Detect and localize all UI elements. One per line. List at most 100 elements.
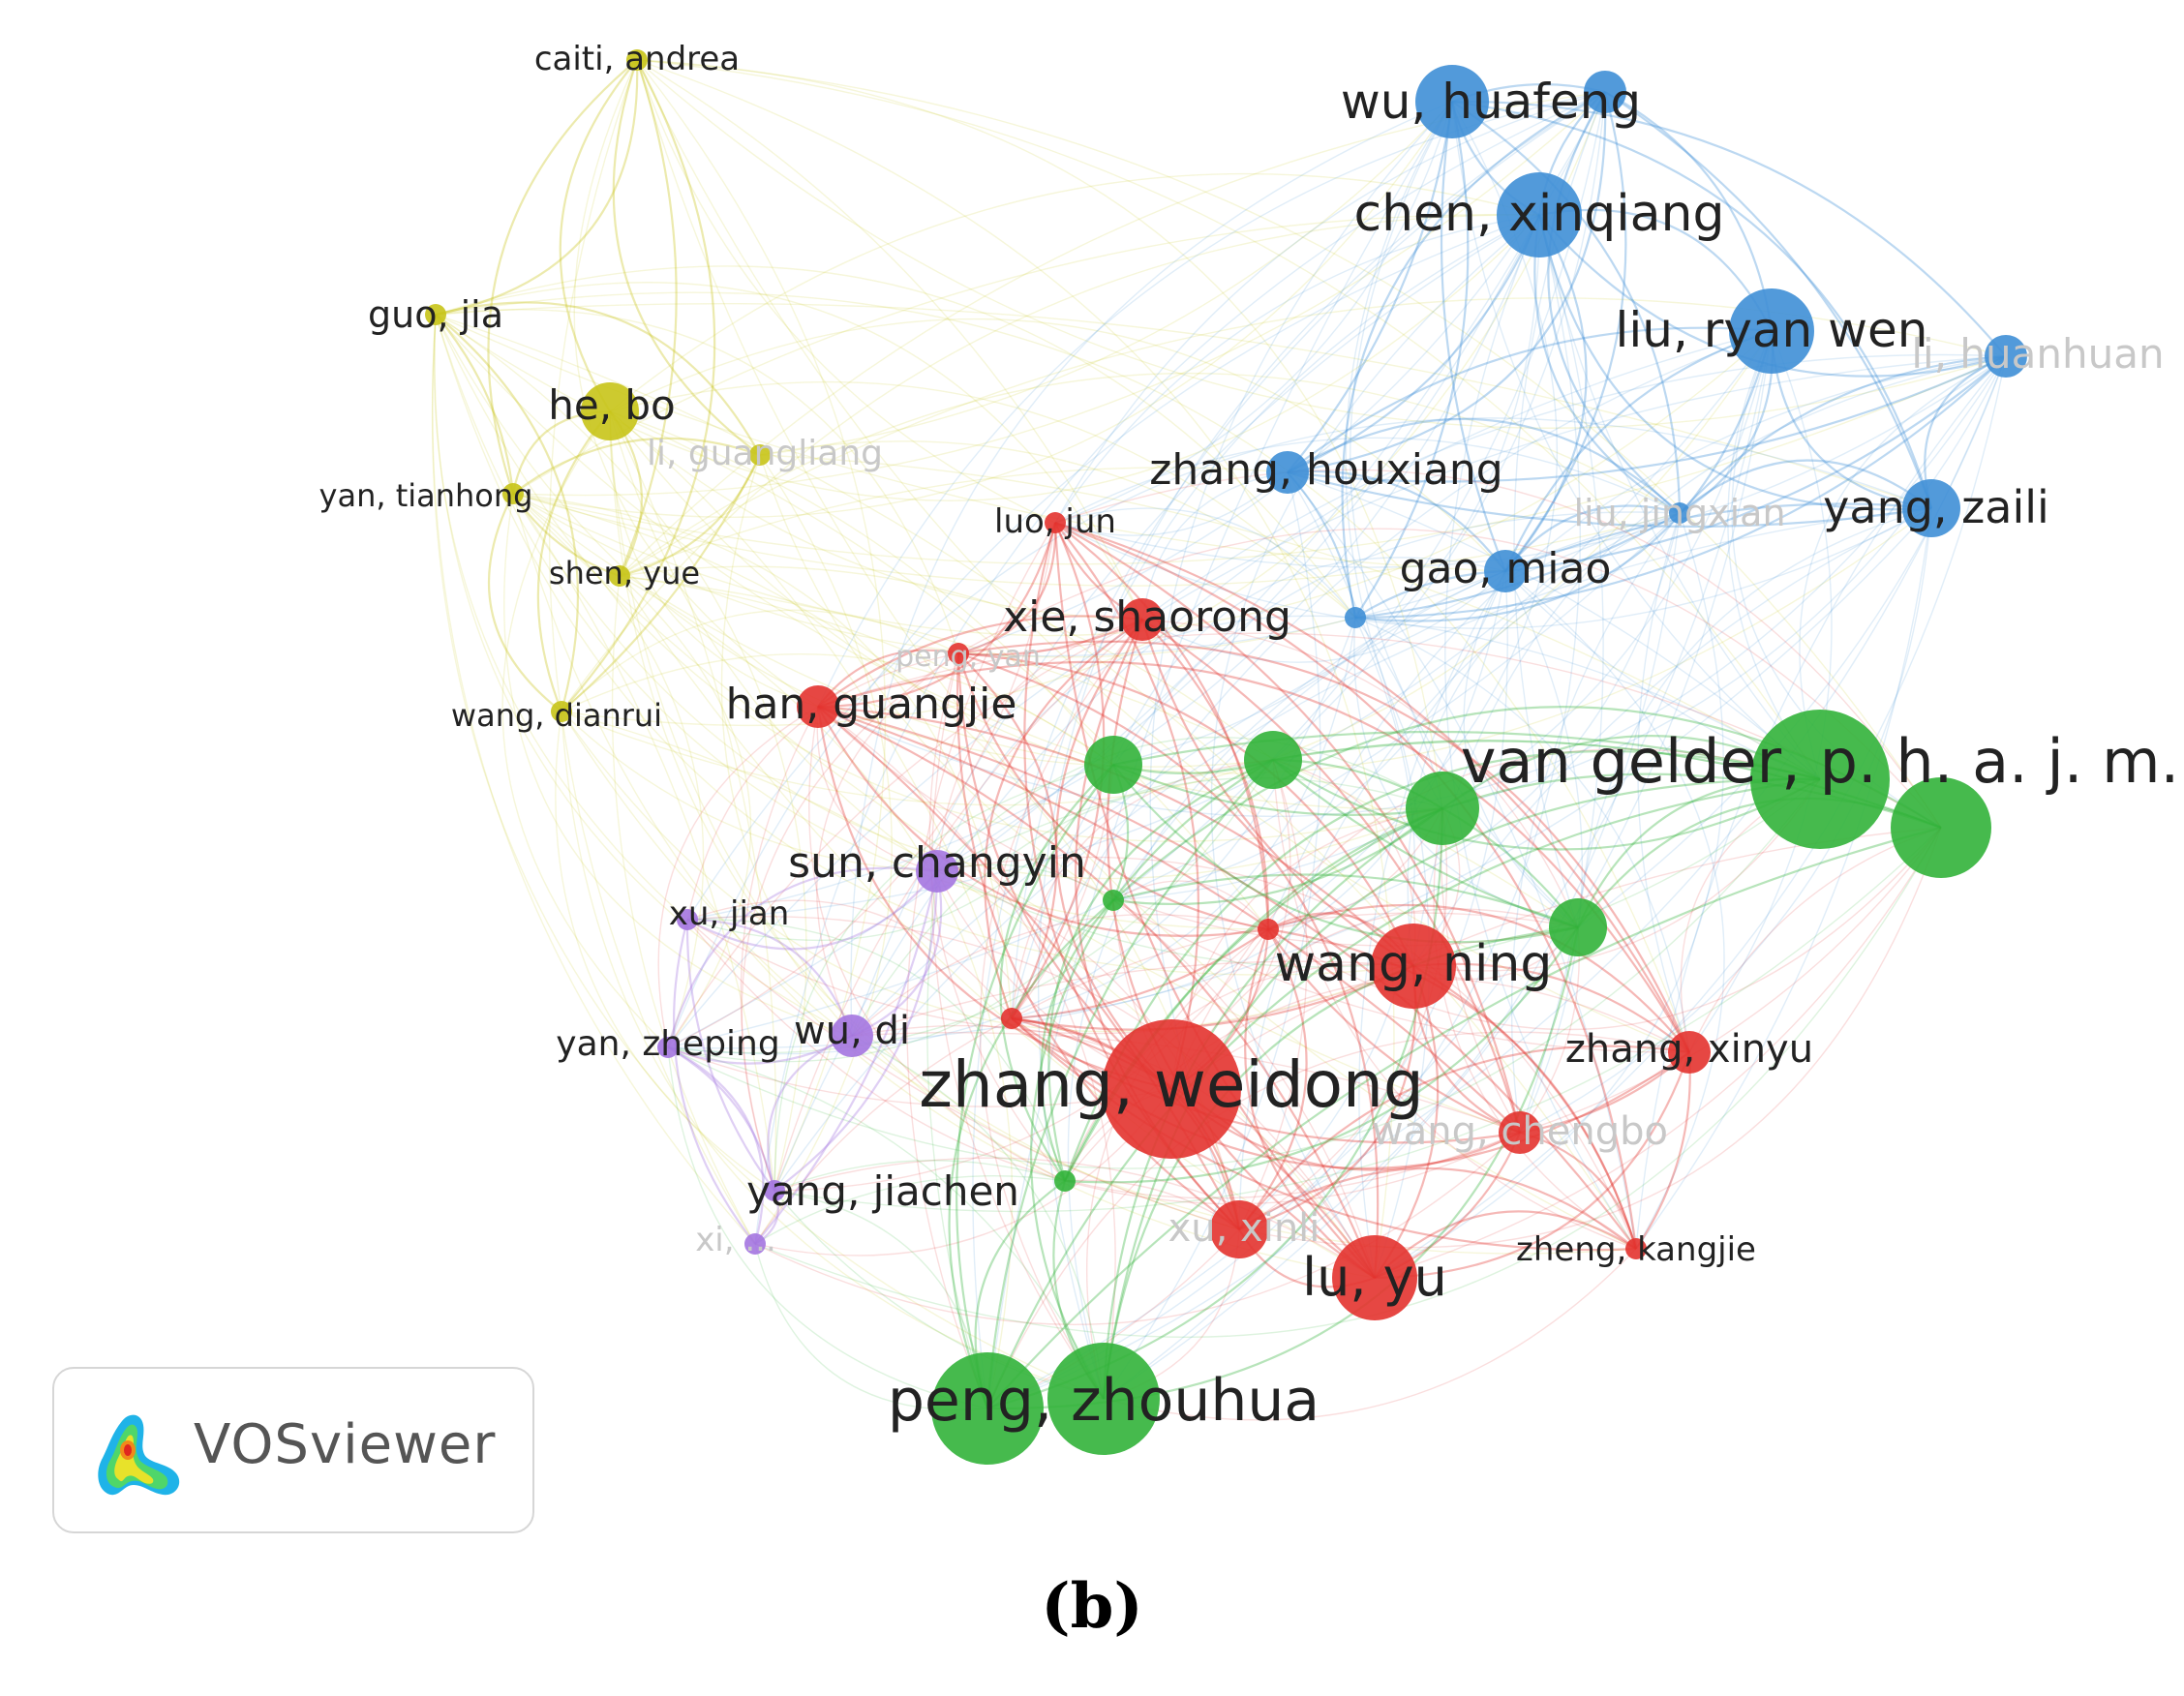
node-xi[interactable] — [744, 1233, 766, 1255]
node-green_d[interactable] — [1549, 898, 1607, 956]
edge-green_g-yanzheping — [667, 1046, 1105, 1400]
edge-wangning-vangelder — [1412, 778, 1821, 972]
edge-green_e-yanzheping — [667, 899, 1114, 1063]
node-caiti[interactable] — [626, 49, 648, 71]
label-yantianhong: yan, tianhong — [319, 477, 533, 514]
edge-guojia-green_c — [435, 314, 1443, 842]
edge-red_small2-yangjiachen — [774, 928, 1269, 1192]
edge-pengyan-zhangweidong — [956, 652, 1172, 1090]
node-sunchangyin[interactable] — [916, 850, 958, 893]
node-wangdianrui[interactable] — [551, 701, 572, 722]
node-hebo[interactable] — [581, 382, 639, 440]
label-yanzheping: yan, zheping — [556, 1024, 779, 1064]
node-pengzhouhua[interactable] — [931, 1352, 1044, 1465]
node-pengyan[interactable] — [948, 643, 969, 664]
label-hebo: he, bo — [548, 381, 676, 429]
edge-xieshaorong-wangchengbo — [1141, 619, 1522, 1134]
node-xuxinli[interactable] — [1210, 1200, 1268, 1258]
edge-green_g-wudi — [851, 1035, 1105, 1400]
edge-yantianhong-blue2 — [512, 91, 1606, 497]
edge-green_r-yangjiachen — [774, 827, 1942, 1213]
edge-pengyan-green_r — [957, 528, 1942, 829]
edge-sunchangyin-xi — [754, 870, 939, 1245]
edge-hebo-blue_small — [609, 380, 1356, 619]
edge-wangdianrui-blue2 — [561, 91, 1606, 727]
edge-wangdianrui-green_g — [561, 711, 1105, 1400]
edge-hanguangjie-sunchangyin — [816, 706, 938, 872]
node-green_e[interactable] — [1103, 890, 1124, 911]
node-vangelder[interactable] — [1750, 710, 1890, 849]
edge-wangning-red_small1 — [1011, 965, 1414, 1031]
node-blue2[interactable] — [1584, 71, 1626, 113]
node-yangzaili[interactable] — [1902, 479, 1960, 537]
edge-guojia-xieshaorong — [435, 282, 1143, 621]
node-wuhuafeng[interactable] — [1415, 65, 1489, 138]
edge-luojun-wangchengbo — [1054, 522, 1522, 1134]
edge-wangning-xujian — [686, 919, 1414, 1035]
node-green_a[interactable] — [1084, 736, 1142, 794]
node-red_small2[interactable] — [1258, 919, 1279, 940]
node-luojun[interactable] — [1045, 512, 1066, 533]
edge-caiti-guojia — [435, 59, 639, 317]
node-green_c[interactable] — [1406, 772, 1479, 845]
edge-caiti-xi — [549, 59, 756, 1245]
node-green_b[interactable] — [1244, 731, 1302, 789]
node-zhangxinyu[interactable] — [1668, 1031, 1711, 1074]
node-wudi[interactable] — [831, 1015, 873, 1057]
edge-wuhuafeng-zhanghouxiang — [1287, 101, 1454, 473]
edge-gaomiao-xieshaorong — [1141, 570, 1506, 663]
edge-chenxinqiang-red_small1 — [1011, 214, 1540, 1019]
edge-sunchangyin-yanzheping — [666, 866, 938, 1048]
edge-blue2-gaomiao — [1504, 91, 1627, 572]
node-luyu[interactable] — [1332, 1235, 1417, 1320]
node-yantianhong[interactable] — [502, 483, 524, 504]
node-zhengkangjie[interactable] — [1625, 1238, 1647, 1259]
edge-caiti-yantianhong — [487, 59, 638, 495]
edge-yanzheping-yangjiachen — [667, 1046, 776, 1192]
node-green_g[interactable] — [1047, 1343, 1160, 1455]
edge-wangdianrui-pengyan — [561, 609, 959, 712]
edge-hanguangjie-green_f — [808, 706, 1066, 1182]
node-green_r[interactable] — [1891, 777, 1991, 878]
node-guojia[interactable] — [425, 304, 446, 325]
node-yanzheping[interactable] — [657, 1037, 679, 1058]
node-hanguangjie[interactable] — [797, 685, 839, 728]
label-guojia: guo, jia — [368, 293, 503, 336]
edge-pengyan-xujian — [686, 652, 959, 921]
node-liguangliang[interactable] — [749, 444, 771, 466]
node-lihuanhuan[interactable] — [1985, 335, 2027, 378]
label-lihuanhuan: li, huanhuan — [1911, 330, 2164, 378]
edge-luyu-xujian — [686, 916, 1376, 1279]
edge-lihuanhuan-yanzheping — [667, 355, 2007, 1048]
node-shenyue[interactable] — [609, 565, 630, 587]
node-zhanghouxiang[interactable] — [1266, 451, 1309, 494]
edge-zhanghouxiang-xieshaorong — [1141, 471, 1289, 621]
node-xieshaorong[interactable] — [1121, 598, 1164, 641]
edge-liguangliang-yantianhong — [512, 437, 761, 495]
node-green_f[interactable] — [1054, 1170, 1076, 1192]
node-red_small1[interactable] — [1001, 1008, 1022, 1029]
label-vangelder: van gelder, p. h. a. j. m. — [1461, 726, 2179, 797]
label-zhanghouxiang: zhang, houxiang — [1149, 445, 1502, 495]
node-wangning[interactable] — [1371, 924, 1456, 1009]
node-gaomiao[interactable] — [1484, 550, 1527, 592]
node-xujian[interactable] — [677, 909, 698, 930]
edge-pengyan-green_g — [930, 652, 1105, 1400]
edge-yangzaili-yangjiachen — [774, 507, 1932, 1192]
node-zhangweidong[interactable] — [1102, 1019, 1241, 1159]
edge-red_small1-green_a — [1011, 764, 1114, 1019]
edge-caiti-lihuanhuan — [636, 59, 2007, 429]
node-liujingxian[interactable] — [1669, 502, 1690, 524]
edge-liuryanwen-blue_small — [1354, 330, 1774, 622]
edge-chenxinqiang-green_a — [1112, 214, 1540, 766]
edge-liujingxian-pengzhouhua — [986, 512, 1681, 1409]
edge-green_b-green_d — [1272, 759, 1579, 929]
node-blue_small[interactable] — [1345, 607, 1366, 628]
node-wangchengbo[interactable] — [1499, 1111, 1541, 1154]
node-liuryanwen[interactable] — [1729, 288, 1814, 374]
edge-hanguangjie-zhangweidong — [816, 706, 1172, 1091]
edge-blue2-pengzhouhua — [972, 91, 1606, 1409]
node-chenxinqiang[interactable] — [1497, 172, 1582, 257]
node-yangjiachen[interactable] — [764, 1180, 785, 1201]
